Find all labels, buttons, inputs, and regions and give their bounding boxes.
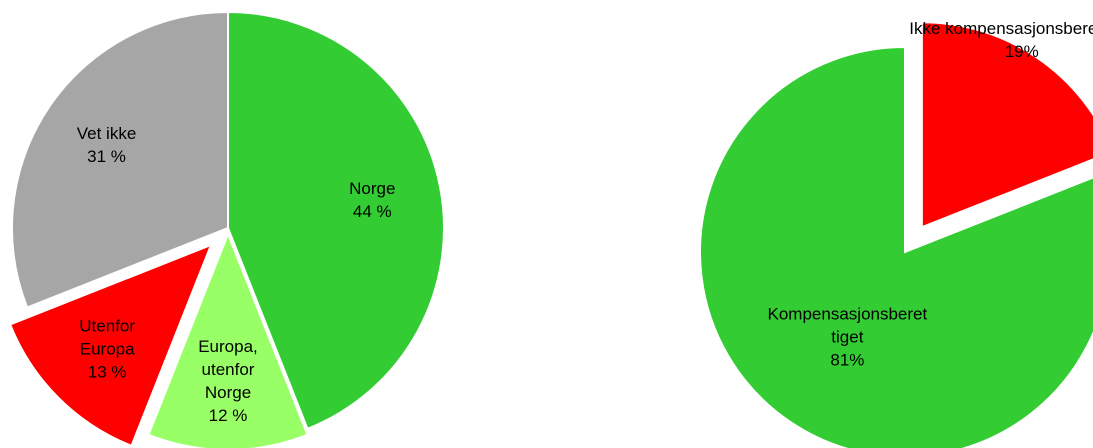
- value-label: 13 %: [87, 362, 127, 382]
- category-label: Kompensasjonsberettiget: [767, 304, 928, 347]
- value-label: 12 %: [208, 405, 248, 425]
- slice-label: Utenfor Europa 13 %: [62, 314, 152, 383]
- slice-label: Europa, utenfor Norge 12 %: [183, 335, 273, 427]
- value-label: 81%: [830, 350, 865, 370]
- pie-slice: [11, 10, 229, 309]
- category-label: Ikke kompensasjonsberettiget: [909, 18, 1093, 38]
- value-label: 31 %: [87, 147, 126, 167]
- value-label: 44 %: [352, 202, 392, 222]
- slice-label: Kompensasjonsberettiget 81%: [767, 302, 928, 371]
- pie-slice: [920, 21, 1093, 229]
- value-label: 19%: [1004, 41, 1039, 61]
- pie-slice: [147, 231, 309, 448]
- category-label: Europa, utenfor Norge: [198, 336, 258, 402]
- pie-slice: [8, 243, 213, 448]
- category-label: Vet ikke: [76, 124, 137, 144]
- slice-label: Ikke kompensasjonsberettiget 19%: [909, 17, 1093, 63]
- category-label: Utenfor Europa: [79, 316, 136, 359]
- category-label: Norge: [349, 179, 396, 199]
- slice-label: Vet ikke 31 %: [57, 122, 157, 168]
- slice-label: Norge 44 %: [349, 177, 395, 223]
- pie-slice: [699, 45, 1093, 448]
- pie-slice: [227, 10, 445, 431]
